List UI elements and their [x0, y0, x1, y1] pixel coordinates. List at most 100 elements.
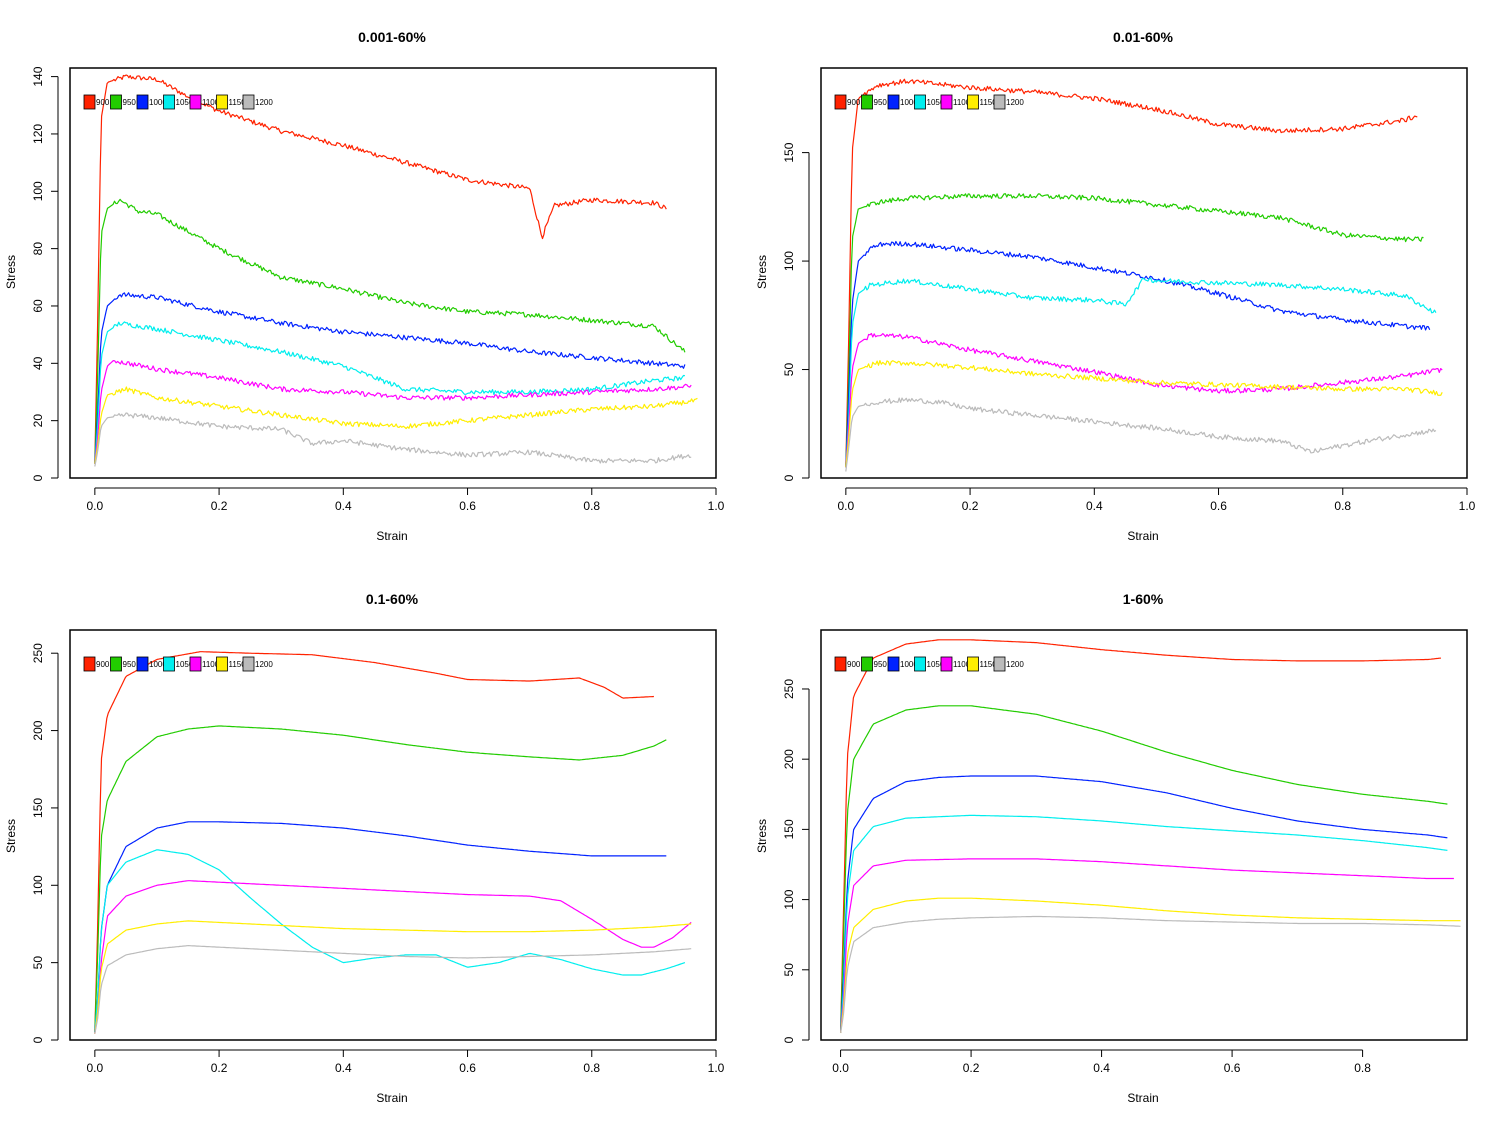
y-axis-label: Stress [4, 255, 18, 289]
series-line-900 [94, 74, 667, 464]
legend-label: 950 [874, 660, 888, 669]
x-axis-label: Strain [376, 529, 407, 543]
x-tick-label: 0.6 [1210, 499, 1227, 513]
panel-bottom-right: 1-60% Strain Stress 0.0 0.2 0.4 0.6 0.8 0 50 10… [755, 591, 1468, 1105]
series-line-950 [94, 198, 686, 464]
legend: 900 950 1000 1050 1100 1150 1200 [83, 656, 273, 672]
series-line-1200 [94, 944, 692, 1034]
y-tick-label: 0 [31, 1036, 45, 1043]
legend-swatch [887, 94, 900, 110]
legend: 900 950 1000 1050 1100 1150 1200 [83, 94, 273, 110]
series-line-1050 [840, 814, 1448, 1034]
series-line-900 [94, 651, 654, 1033]
legend-swatch [163, 656, 175, 672]
legend-label: 900 [96, 98, 110, 107]
x-tick-label: 0.8 [583, 1061, 600, 1075]
y-tick-label: 250 [782, 679, 796, 699]
chart-title: 0.1-60% [366, 591, 419, 607]
y-tick-label: 80 [31, 242, 45, 256]
series-line-1000 [845, 240, 1431, 468]
legend-label: 1050 [176, 660, 194, 669]
legend-label: 1050 [927, 660, 945, 669]
legend-swatch [834, 94, 847, 110]
chart-title: 1-60% [1123, 591, 1164, 607]
x-tick-label: 0.0 [838, 499, 855, 513]
x-tick-label: 0.2 [962, 499, 979, 513]
legend-label: 1200 [1006, 98, 1024, 107]
y-tick-label: 100 [31, 181, 45, 201]
legend-swatch [967, 94, 979, 110]
plot-frame [69, 67, 717, 479]
series-line-1100 [840, 858, 1454, 1034]
x-tick-label: 1.0 [1459, 499, 1476, 513]
y-tick-label: 150 [782, 142, 796, 162]
series-line-900 [845, 78, 1418, 468]
legend-label: 1150 [229, 98, 247, 107]
legend-swatch [110, 94, 122, 110]
x-tick-label: 1.0 [708, 1061, 725, 1075]
x-tick-label: 1.0 [708, 499, 725, 513]
legend-label: 1100 [953, 98, 971, 107]
panel-top-left: 0.001-60% Strain Stress 0.0 0.2 0.4 0.6 0.8 1… [4, 29, 725, 543]
legend-swatch [189, 656, 202, 672]
legend-swatch [834, 656, 847, 672]
x-tick-label: 0.2 [211, 1061, 228, 1075]
series-line-1200 [94, 412, 692, 467]
legend: 900 950 1000 1050 1100 1150 1200 [834, 656, 1024, 672]
y-tick-label: 0 [31, 474, 45, 481]
legend-label: 1000 [149, 660, 167, 669]
series-line-1100 [845, 332, 1443, 468]
legend-swatch [136, 656, 149, 672]
legend-swatch [242, 94, 255, 110]
series-line-1150 [94, 920, 692, 1034]
legend-swatch [993, 656, 1006, 672]
x-tick-label: 0.4 [1093, 1061, 1110, 1075]
x-tick-label: 0.8 [1354, 1061, 1371, 1075]
series-line-1150 [840, 897, 1461, 1034]
y-tick-label: 50 [31, 956, 45, 970]
x-tick-label: 0.0 [832, 1061, 849, 1075]
legend-swatch [861, 656, 873, 672]
y-tick-label: 20 [31, 414, 45, 428]
series-line-1000 [94, 292, 686, 464]
legend-swatch [861, 94, 873, 110]
y-tick-label: 60 [31, 299, 45, 313]
panel-top-right: 0.01-60% Strain Stress 0.0 0.2 0.4 0.6 0.8 1.… [755, 29, 1476, 543]
y-tick-label: 140 [31, 66, 45, 86]
x-axis-label: Strain [1127, 529, 1158, 543]
legend-label: 900 [96, 660, 110, 669]
series-line-900 [840, 639, 1441, 1034]
legend-swatch [967, 656, 979, 672]
legend-swatch [216, 94, 228, 110]
legend-swatch [993, 94, 1006, 110]
legend-label: 950 [123, 98, 137, 107]
series-line-1150 [94, 386, 698, 464]
series-line-1000 [840, 775, 1448, 1034]
series-line-1100 [94, 880, 692, 1034]
series-line-950 [94, 725, 667, 1033]
series-line-1150 [845, 360, 1443, 468]
chart-title: 0.01-60% [1113, 29, 1173, 45]
legend-swatch [940, 94, 953, 110]
x-axis-label: Strain [1127, 1091, 1158, 1105]
y-tick-label: 100 [782, 889, 796, 909]
legend-label: 1150 [980, 98, 998, 107]
y-axis-label: Stress [755, 819, 769, 853]
legend-swatch [887, 656, 900, 672]
plot-frame [69, 629, 717, 1041]
plot-frame [820, 67, 1468, 479]
series-line-950 [840, 705, 1448, 1034]
legend-swatch [940, 656, 953, 672]
y-tick-label: 150 [782, 819, 796, 839]
x-tick-label: 0.8 [1334, 499, 1351, 513]
legend-swatch [914, 94, 926, 110]
y-axis-label: Stress [4, 819, 18, 853]
y-tick-label: 0 [782, 474, 796, 481]
y-tick-label: 0 [782, 1036, 796, 1043]
x-axis-label: Strain [376, 1091, 407, 1105]
x-tick-label: 0.2 [963, 1061, 980, 1075]
x-tick-label: 0.2 [211, 499, 228, 513]
legend-swatch [110, 656, 122, 672]
x-tick-label: 0.4 [335, 499, 352, 513]
